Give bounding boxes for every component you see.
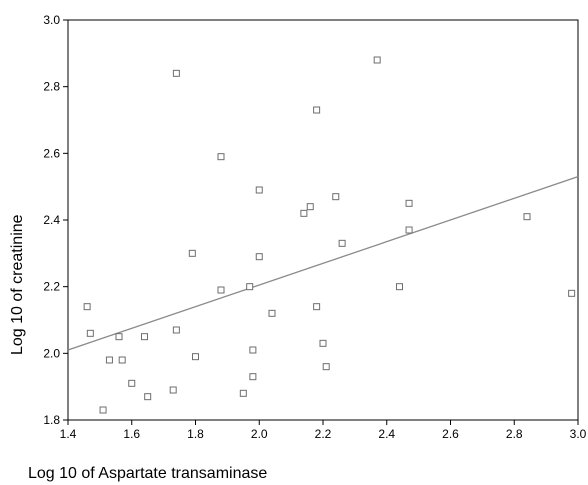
data-point: [188, 249, 196, 257]
data-point: [523, 213, 531, 221]
regression-line-layer: [67, 176, 579, 351]
data-point: [105, 356, 113, 364]
x-tick-label: 2.0: [251, 427, 268, 441]
x-tick-label: 1.6: [123, 427, 140, 441]
data-point: [313, 106, 321, 114]
data-point: [144, 393, 152, 401]
x-tick-label: 2.2: [315, 427, 332, 441]
data-point: [118, 356, 126, 364]
data-point: [128, 379, 136, 387]
data-point: [192, 353, 199, 361]
data-point: [300, 209, 308, 217]
data-point: [396, 283, 403, 291]
data-point: [83, 303, 91, 311]
data-point: [405, 226, 413, 234]
data-point: [322, 363, 330, 371]
y-axis-title: Log 10 of creatinine: [9, 214, 26, 355]
data-point: [99, 406, 107, 414]
data-point: [255, 186, 263, 194]
data-point: [268, 309, 276, 317]
data-point: [319, 339, 327, 347]
data-point: [568, 289, 576, 297]
y-axis-ticks: 1.8 2.0 2.2 2.4 2.6 2.8 3.0: [43, 13, 68, 427]
data-point: [246, 283, 254, 291]
y-tick-label: 2.4: [43, 213, 60, 227]
data-point: [249, 346, 257, 354]
x-tick-label: 2.8: [506, 427, 523, 441]
data-point: [169, 386, 177, 394]
data-point: [217, 153, 225, 161]
y-tick-label: 2.0: [43, 346, 60, 360]
x-tick-label: 2.4: [378, 427, 395, 441]
data-point: [313, 303, 321, 311]
y-tick-label: 1.8: [43, 413, 60, 427]
data-point: [172, 69, 180, 77]
data-point: [239, 389, 247, 397]
data-point: [332, 193, 340, 201]
y-tick-label: 2.6: [43, 146, 60, 160]
data-points-layer: [83, 56, 576, 414]
x-tick-label: 3.0: [570, 427, 587, 441]
x-tick-label: 1.8: [187, 427, 204, 441]
x-tick-label: 1.4: [60, 427, 77, 441]
data-point: [217, 286, 225, 294]
x-axis-ticks: 1.4 1.6 1.8 2.0 2.2 2.4 2.6 2.8 3.0: [60, 420, 587, 441]
y-tick-label: 3.0: [43, 13, 60, 27]
data-point: [249, 373, 257, 381]
data-point: [255, 253, 263, 261]
data-point: [306, 203, 314, 211]
data-point: [172, 326, 180, 334]
y-tick-label: 2.2: [43, 280, 60, 294]
data-point: [338, 239, 346, 247]
plot-area: [67, 19, 579, 421]
x-tick-label: 2.6: [442, 427, 459, 441]
data-point: [373, 56, 381, 64]
data-point: [405, 199, 413, 207]
data-point: [115, 333, 123, 341]
data-point: [141, 333, 148, 341]
data-point: [86, 329, 94, 337]
x-axis-title: Log 10 of Aspartate transaminase: [28, 465, 267, 482]
regression-line: [67, 176, 579, 351]
y-tick-label: 2.8: [43, 80, 60, 94]
plot-frame: [67, 19, 579, 421]
